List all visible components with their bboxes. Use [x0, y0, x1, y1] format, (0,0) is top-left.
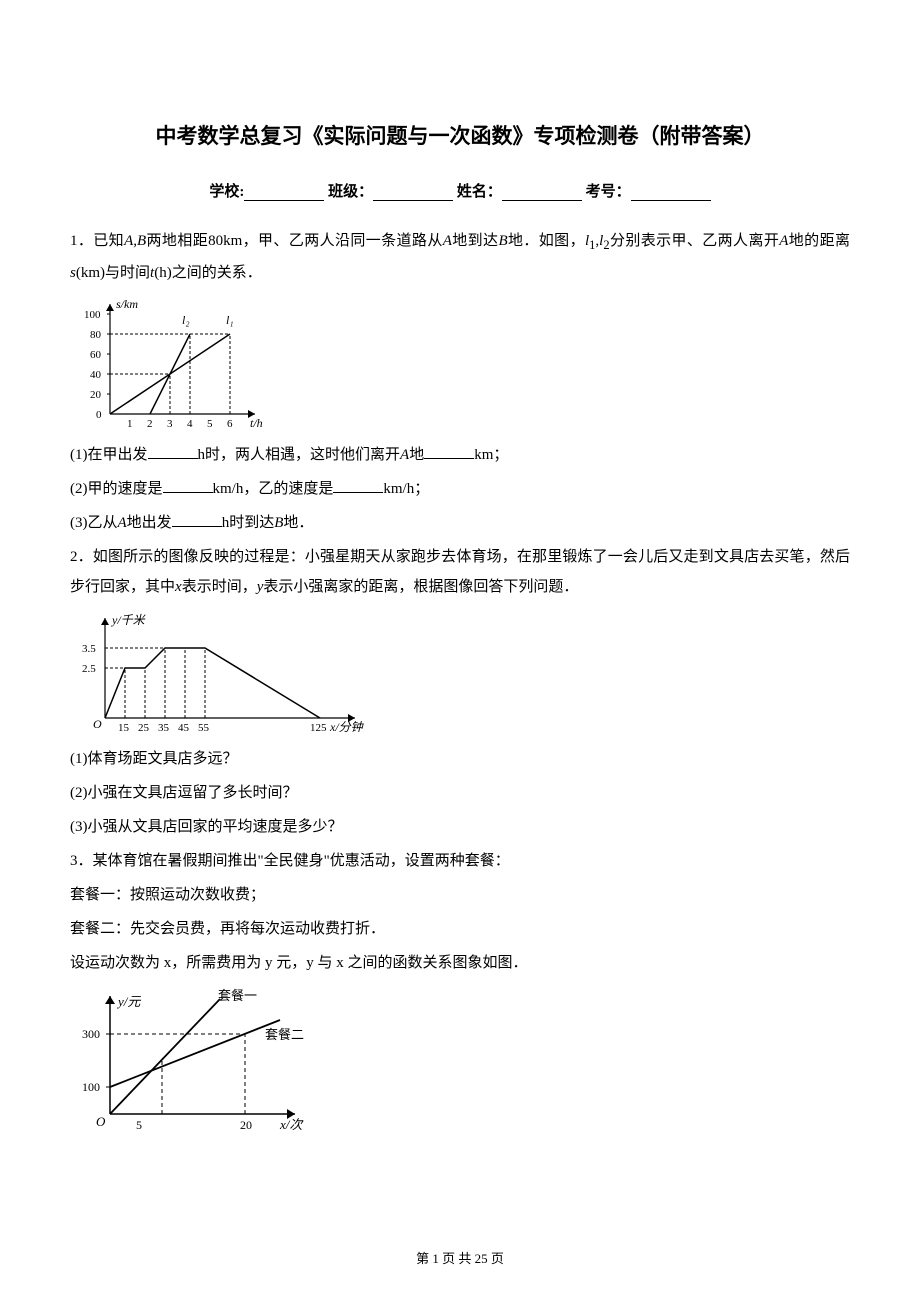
svg-text:45: 45: [178, 722, 190, 734]
svg-text:80: 80: [90, 329, 102, 341]
svg-text:25: 25: [138, 722, 150, 734]
q3-setvar: 设运动次数为 x，所需费用为 y 元，y 与 x 之间的函数关系图象如图．: [70, 948, 850, 978]
svg-text:O: O: [93, 717, 102, 731]
svg-text:4: 4: [187, 418, 193, 430]
label-school: 学校:: [209, 184, 244, 200]
svg-text:y/千米: y/千米: [111, 613, 147, 627]
svg-text:20: 20: [240, 1118, 252, 1132]
q3-plan2: 套餐二：先交会员费，再将每次运动收费打折．: [70, 914, 850, 944]
label-class: 班级：: [328, 184, 373, 200]
svg-text:l₂: l₂: [182, 313, 190, 327]
svg-text:套餐一: 套餐一: [218, 988, 257, 1003]
svg-text:0: 0: [96, 409, 102, 421]
svg-text:6: 6: [227, 418, 233, 430]
label-name: 姓名：: [457, 184, 502, 200]
q3-plan1: 套餐一：按照运动次数收费；: [70, 880, 850, 910]
svg-text:3: 3: [167, 418, 173, 430]
page-footer: 第 1 页 共 25 页: [0, 1248, 920, 1267]
page-title: 中考数学总复习《实际问题与一次函数》专项检测卷（附带答案）: [70, 120, 850, 150]
info-line: 学校: 班级： 姓名： 考号：: [70, 180, 850, 201]
q1-p3: (3)乙从A地出发h时到达B地．: [70, 508, 850, 538]
svg-text:2.5: 2.5: [82, 663, 96, 675]
blank-school: [244, 185, 324, 201]
q2-chart: y/千米 x/分钟 O 2.5 3.5 15 25 35 45 55 125: [70, 608, 850, 738]
svg-text:100: 100: [82, 1080, 100, 1094]
svg-text:t/h: t/h: [250, 416, 263, 430]
q1-p2: (2)甲的速度是km/h，乙的速度是km/h；: [70, 474, 850, 504]
svg-text:55: 55: [198, 722, 210, 734]
q2-p2: (2)小强在文具店逗留了多长时间？: [70, 778, 850, 808]
blank: [148, 445, 198, 459]
svg-text:y/元: y/元: [116, 994, 141, 1009]
svg-text:15: 15: [118, 722, 130, 734]
svg-text:O: O: [96, 1114, 106, 1129]
q2-p3: (3)小强从文具店回家的平均速度是多少？: [70, 812, 850, 842]
svg-text:套餐二: 套餐二: [265, 1027, 304, 1042]
svg-text:5: 5: [136, 1118, 142, 1132]
label-examno: 考号：: [586, 184, 631, 200]
svg-text:35: 35: [158, 722, 170, 734]
svg-text:x/次: x/次: [279, 1117, 304, 1132]
svg-text:x/分钟: x/分钟: [329, 720, 365, 734]
blank: [163, 479, 213, 493]
svg-text:40: 40: [90, 369, 102, 381]
blank: [424, 445, 474, 459]
svg-text:60: 60: [90, 349, 102, 361]
q2-stem: 2．如图所示的图像反映的过程是：小强星期天从家跑步去体育场，在那里锻炼了一会儿后…: [70, 542, 850, 602]
q1-stem: 1．已知A,B两地相距80km，甲、乙两人沿同一条道路从A地到达B地．如图，l1…: [70, 226, 850, 288]
svg-text:3.5: 3.5: [82, 643, 96, 655]
svg-text:300: 300: [82, 1027, 100, 1041]
svg-text:125: 125: [310, 722, 327, 734]
blank-examno: [631, 185, 711, 201]
svg-text:1: 1: [127, 418, 133, 430]
q1-p1: (1)在甲出发h时，两人相遇，这时他们离开A地km；: [70, 440, 850, 470]
svg-text:l₁: l₁: [226, 313, 234, 327]
svg-text:5: 5: [207, 418, 213, 430]
svg-text:s/km: s/km: [116, 297, 138, 311]
blank-class: [373, 185, 453, 201]
q3-chart: y/元 x/次 O 100 300 5 20 套餐一 套餐二: [70, 984, 850, 1134]
blank: [172, 513, 222, 527]
q1-chart: s/km t/h 0 20 40 60 80 100 1 2 3 4 5 6 l…: [70, 294, 850, 434]
blank-name: [502, 185, 582, 201]
q3-stem: 3．某体育馆在暑假期间推出"全民健身"优惠活动，设置两种套餐：: [70, 846, 850, 876]
svg-text:20: 20: [90, 389, 102, 401]
svg-text:100: 100: [84, 309, 101, 321]
svg-text:2: 2: [147, 418, 153, 430]
q2-p1: (1)体育场距文具店多远？: [70, 744, 850, 774]
blank: [333, 479, 383, 493]
